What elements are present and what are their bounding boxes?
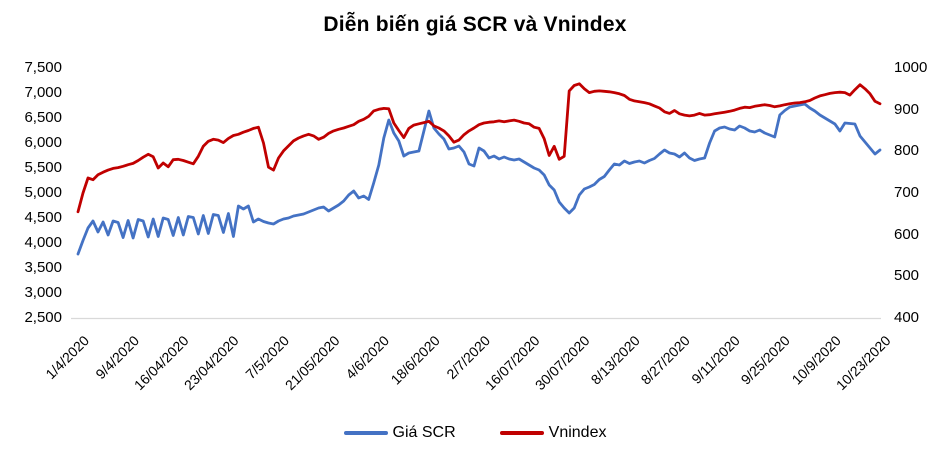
scr-line-swatch — [343, 431, 388, 435]
left-axis-tick-label: 3,500 — [24, 259, 62, 276]
left-axis-tick-label: 4,000 — [24, 234, 62, 251]
left-axis-tick-label: 4,500 — [24, 209, 62, 226]
left-axis-tick-label: 7,000 — [24, 84, 62, 101]
left-axis-tick-label: 6,500 — [24, 109, 62, 126]
right-axis-tick-label: 1000 — [894, 59, 928, 76]
vnindex-line — [76, 82, 882, 214]
left-axis-tick-label: 5,500 — [24, 159, 62, 176]
chart-title: Diễn biến giá SCR và Vnindex — [323, 13, 627, 36]
scr-line — [76, 102, 882, 256]
right-axis-tick-label: 900 — [894, 100, 920, 118]
left-axis-tick-label: 7,500 — [24, 59, 62, 76]
legend-item-scr: Giá SCR — [343, 424, 456, 442]
right-axis-tick-label: 800 — [894, 142, 920, 160]
left-axis-tick-label: 3,000 — [24, 284, 62, 301]
legend-label-scr: Giá SCR — [392, 424, 456, 441]
legend-item-vnindex: Vnindex — [499, 424, 607, 442]
left-axis-tick-label: 2,500 — [24, 309, 62, 326]
right-axis-tick-label: 600 — [894, 225, 920, 243]
vnindex-line-swatch — [499, 431, 544, 435]
right-axis-tick-label: 400 — [894, 309, 920, 326]
legend: Giá SCR Vnindex — [0, 424, 950, 442]
right-axis-tick-label: 700 — [894, 184, 920, 201]
legend-label-vnindex: Vnindex — [548, 424, 607, 441]
left-axis-tick-label: 6,000 — [24, 134, 62, 151]
left-axis-tick-label: 5,000 — [24, 184, 62, 201]
right-axis-tick-label: 500 — [894, 267, 920, 285]
